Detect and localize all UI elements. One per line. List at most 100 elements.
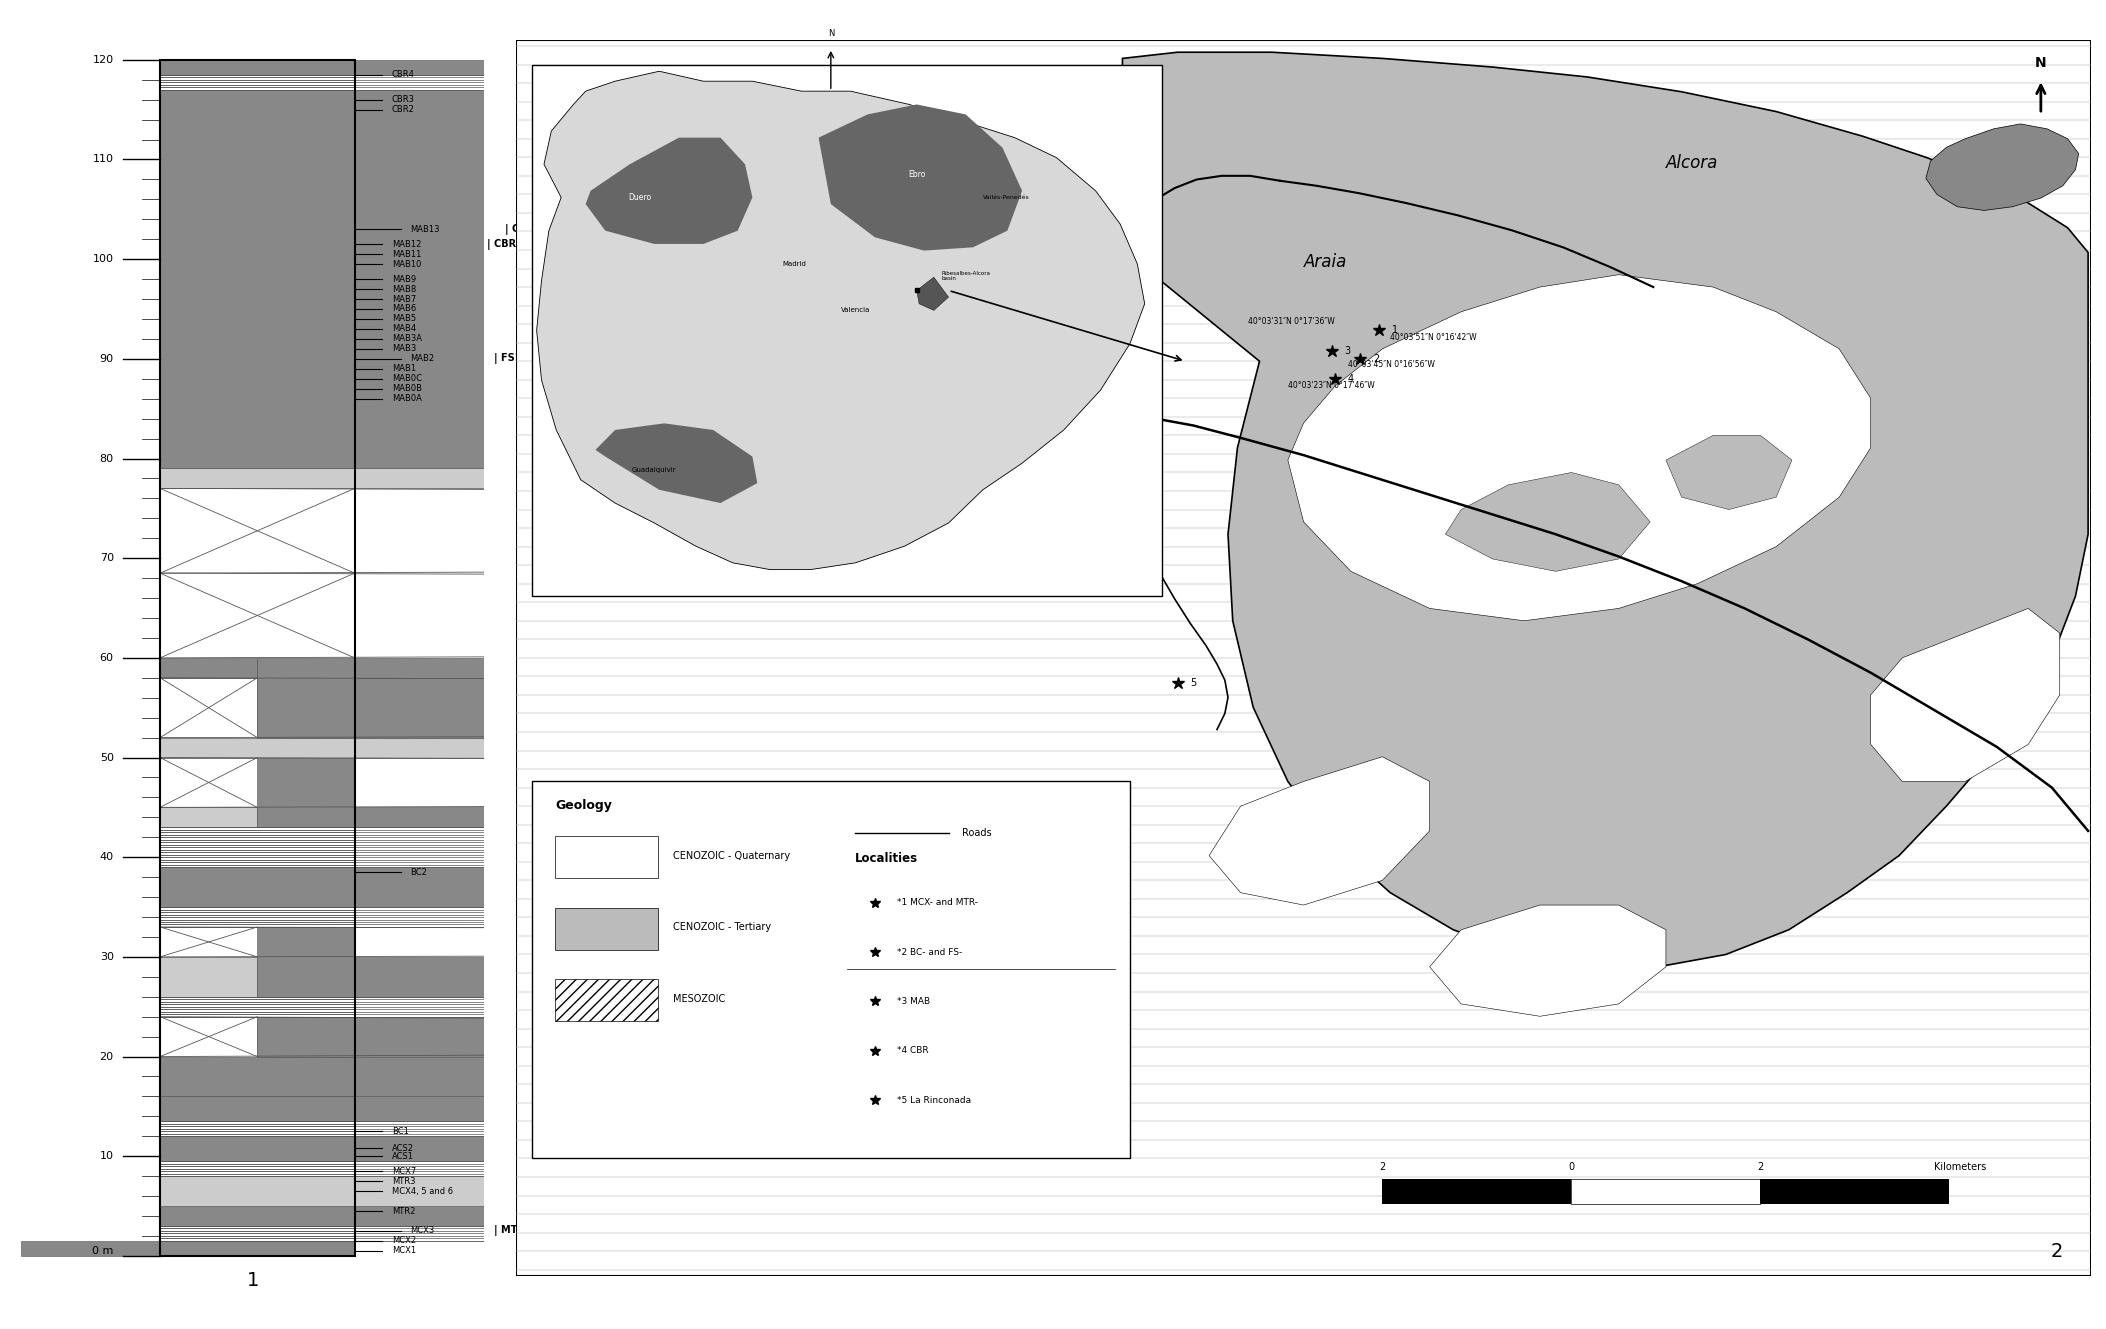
- Bar: [160, 928, 257, 957]
- Text: Araia: Araia: [1304, 254, 1348, 271]
- Text: MTR3: MTR3: [392, 1176, 415, 1185]
- Text: BC1: BC1: [392, 1127, 409, 1136]
- Bar: [160, 90, 354, 469]
- Text: | CBR1: | CBR1: [505, 223, 541, 235]
- Polygon shape: [819, 105, 1021, 251]
- Polygon shape: [1209, 756, 1430, 905]
- Text: Alcora: Alcora: [1666, 154, 1718, 173]
- Bar: [160, 758, 2106, 808]
- Text: 50: 50: [99, 752, 114, 763]
- Bar: [257, 658, 354, 738]
- Bar: [160, 1017, 257, 1057]
- Bar: [160, 738, 2106, 758]
- Bar: [160, 489, 2106, 658]
- Text: 2: 2: [1756, 1162, 1763, 1172]
- Bar: [160, 827, 2106, 868]
- Bar: [160, 1057, 354, 1096]
- Text: N: N: [828, 29, 834, 39]
- Bar: [160, 997, 354, 1017]
- Text: 4: 4: [1348, 373, 1354, 384]
- Text: MAB6: MAB6: [392, 304, 417, 314]
- Bar: [160, 1207, 354, 1225]
- Text: MCX3: MCX3: [411, 1227, 434, 1236]
- Bar: [160, 678, 257, 738]
- Text: Duero: Duero: [628, 193, 651, 202]
- Text: 3: 3: [1344, 347, 1350, 356]
- Bar: [160, 1162, 354, 1176]
- Bar: [160, 1207, 1411, 1225]
- Text: MAB4: MAB4: [392, 324, 415, 334]
- Bar: [160, 74, 2106, 90]
- Text: Ribesalbes-Alcora
basin: Ribesalbes-Alcora basin: [941, 271, 990, 282]
- Text: 40°03'23″N 0°17'46″W: 40°03'23″N 0°17'46″W: [1289, 381, 1375, 391]
- Bar: [160, 868, 2106, 908]
- Bar: [556, 836, 657, 878]
- Text: 40°03'31″N 0°17'36″W: 40°03'31″N 0°17'36″W: [1249, 318, 1335, 326]
- Bar: [160, 738, 354, 758]
- Text: 2: 2: [1373, 354, 1379, 364]
- Bar: [160, 658, 257, 678]
- Text: MCX2: MCX2: [392, 1236, 415, 1245]
- Text: MAB3: MAB3: [392, 344, 417, 354]
- Bar: [1571, 1179, 1761, 1204]
- Bar: [21, 1241, 160, 1256]
- Text: *3 MAB: *3 MAB: [897, 997, 931, 1006]
- Text: MAB3A: MAB3A: [392, 335, 421, 343]
- Text: MCX7: MCX7: [392, 1167, 417, 1176]
- Bar: [160, 1096, 2106, 1122]
- Text: 40°03'51″N 0°16'42″W: 40°03'51″N 0°16'42″W: [1390, 334, 1476, 342]
- Polygon shape: [1430, 905, 1666, 1017]
- Bar: [1382, 1179, 1571, 1204]
- Text: 120: 120: [93, 54, 114, 65]
- Text: Kilometers: Kilometers: [1933, 1162, 1986, 1172]
- Bar: [160, 489, 354, 658]
- Text: *5 La Rinconada: *5 La Rinconada: [897, 1096, 971, 1104]
- Text: MAB0A: MAB0A: [392, 395, 421, 403]
- Bar: [160, 1241, 354, 1256]
- Bar: [160, 808, 257, 827]
- Bar: [160, 1096, 354, 1122]
- Text: 0: 0: [1569, 1162, 1575, 1172]
- Text: Guadalquivir: Guadalquivir: [632, 466, 676, 473]
- Text: 40: 40: [99, 852, 114, 863]
- Bar: [160, 1017, 2106, 1057]
- Polygon shape: [1289, 275, 1870, 621]
- Text: 0 m: 0 m: [93, 1245, 114, 1256]
- Bar: [257, 758, 354, 827]
- Text: MAB10: MAB10: [392, 259, 421, 268]
- Text: Localities: Localities: [855, 852, 918, 865]
- Text: 2: 2: [1379, 1162, 1386, 1172]
- Text: 60: 60: [99, 653, 114, 663]
- Bar: [1761, 1179, 1950, 1204]
- Text: Madrid: Madrid: [781, 260, 807, 267]
- Text: 2: 2: [2051, 1243, 2062, 1261]
- Text: MAB8: MAB8: [392, 284, 417, 294]
- Text: MAB0B: MAB0B: [392, 384, 421, 393]
- Bar: [160, 1162, 2106, 1176]
- Bar: [160, 1176, 2106, 1207]
- Text: 20: 20: [99, 1051, 114, 1062]
- Bar: [160, 60, 354, 1256]
- Text: ACS2: ACS2: [392, 1144, 413, 1152]
- Text: 1: 1: [246, 1271, 259, 1290]
- Bar: [160, 827, 354, 868]
- Text: CENOZOIC - Quaternary: CENOZOIC - Quaternary: [674, 851, 790, 861]
- Bar: [160, 808, 2106, 827]
- Polygon shape: [1925, 124, 2079, 210]
- Text: | MTR1: | MTR1: [493, 1225, 531, 1236]
- Text: MESOZOIC: MESOZOIC: [674, 994, 727, 1003]
- Text: MAB0C: MAB0C: [392, 375, 421, 383]
- Text: MCX4, 5 and 6: MCX4, 5 and 6: [392, 1187, 453, 1196]
- Text: 30: 30: [99, 952, 114, 962]
- Text: MCX1: MCX1: [392, 1247, 415, 1256]
- Bar: [160, 1225, 354, 1241]
- Polygon shape: [537, 72, 1146, 570]
- Text: 40°03'45″N 0°16'56″W: 40°03'45″N 0°16'56″W: [1348, 360, 1434, 369]
- Bar: [257, 658, 2106, 738]
- Text: ACS1: ACS1: [392, 1152, 413, 1160]
- Text: 100: 100: [93, 254, 114, 264]
- Bar: [160, 957, 257, 997]
- Text: MAB9: MAB9: [392, 275, 415, 283]
- Bar: [257, 928, 2106, 997]
- Text: 80: 80: [99, 453, 114, 464]
